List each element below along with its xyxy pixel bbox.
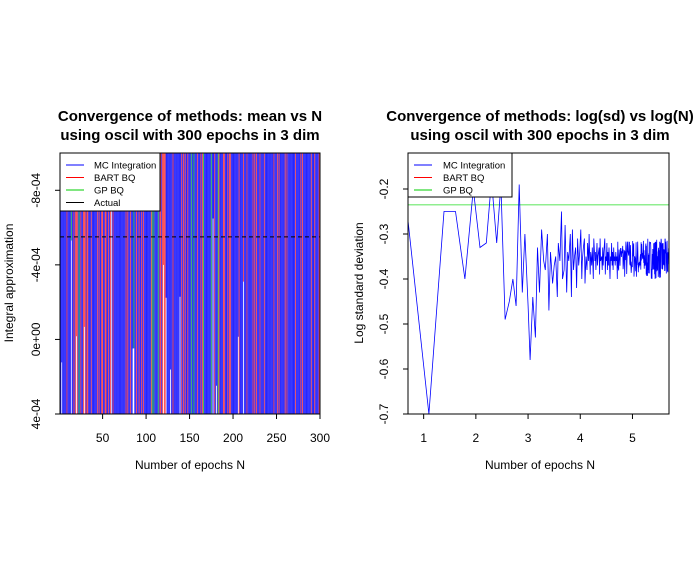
x-axis-label: Number of epochs N	[485, 458, 595, 472]
chart-logsd-vs-logn: Convergence of methods: log(sd) vs log(N…	[352, 108, 694, 472]
legend-label: GP BQ	[94, 186, 124, 197]
x-tick-label: 300	[310, 431, 330, 445]
x-tick-label: 2	[473, 431, 480, 445]
series-line-mc-integration	[408, 179, 669, 414]
x-tick-label: 1	[420, 431, 427, 445]
y-axis-label: Log standard deviation	[352, 222, 366, 343]
y-tick-label: -0.4	[377, 268, 391, 289]
y-tick-label: -4e-04	[29, 247, 43, 282]
legend-label: BART BQ	[94, 173, 135, 184]
y-tick-label: -8e-04	[29, 173, 43, 208]
x-tick-label: 3	[525, 431, 532, 445]
x-axis-label: Number of epochs N	[135, 458, 245, 472]
chart-mean-vs-n: Convergence of methods: mean vs N using …	[2, 108, 330, 472]
legend-label: MC Integration	[443, 161, 505, 172]
x-tick-label: 200	[223, 431, 243, 445]
plot-frame	[407, 152, 670, 415]
y-axis: -8e-04 -4e-04 0e+00 4e-04	[29, 173, 60, 429]
y-tick-label: -0.3	[377, 223, 391, 244]
y-tick-label: -0.6	[377, 358, 391, 379]
y-tick-label: -0.7	[377, 403, 391, 424]
x-tick-label: 5	[629, 431, 636, 445]
x-axis: 50 100 150 200 250 300	[96, 414, 330, 445]
x-axis: 1 2 3 4 5	[420, 414, 636, 445]
y-tick-label: -0.2	[377, 178, 391, 199]
x-tick-label: 250	[267, 431, 287, 445]
legend-label: MC Integration	[94, 161, 156, 172]
chart-title: Convergence of methods: log(sd) vs log(N…	[386, 108, 694, 125]
chart-title: Convergence of methods: mean vs N	[58, 108, 322, 125]
y-tick-label: 0e+00	[29, 322, 43, 356]
x-tick-label: 100	[136, 431, 156, 445]
chart-subtitle: using oscil with 300 epochs in 3 dim	[60, 127, 319, 144]
y-axis-label: Integral approximation	[2, 224, 16, 343]
y-tick-label: 4e-04	[29, 398, 43, 429]
x-tick-label: 150	[180, 431, 200, 445]
legend-label: GP BQ	[443, 186, 473, 197]
x-tick-label: 50	[96, 431, 110, 445]
chart-subtitle: using oscil with 300 epochs in 3 dim	[410, 127, 669, 144]
legend-label: BART BQ	[443, 173, 484, 184]
y-tick-label: -0.5	[377, 313, 391, 334]
legend-box	[59, 152, 161, 212]
legend-label: Actual	[94, 198, 120, 209]
series-oscillation-lines	[60, 153, 321, 414]
x-tick-label: 4	[577, 431, 584, 445]
y-axis: -0.2 -0.3 -0.4 -0.5 -0.6 -0.7	[377, 178, 408, 424]
